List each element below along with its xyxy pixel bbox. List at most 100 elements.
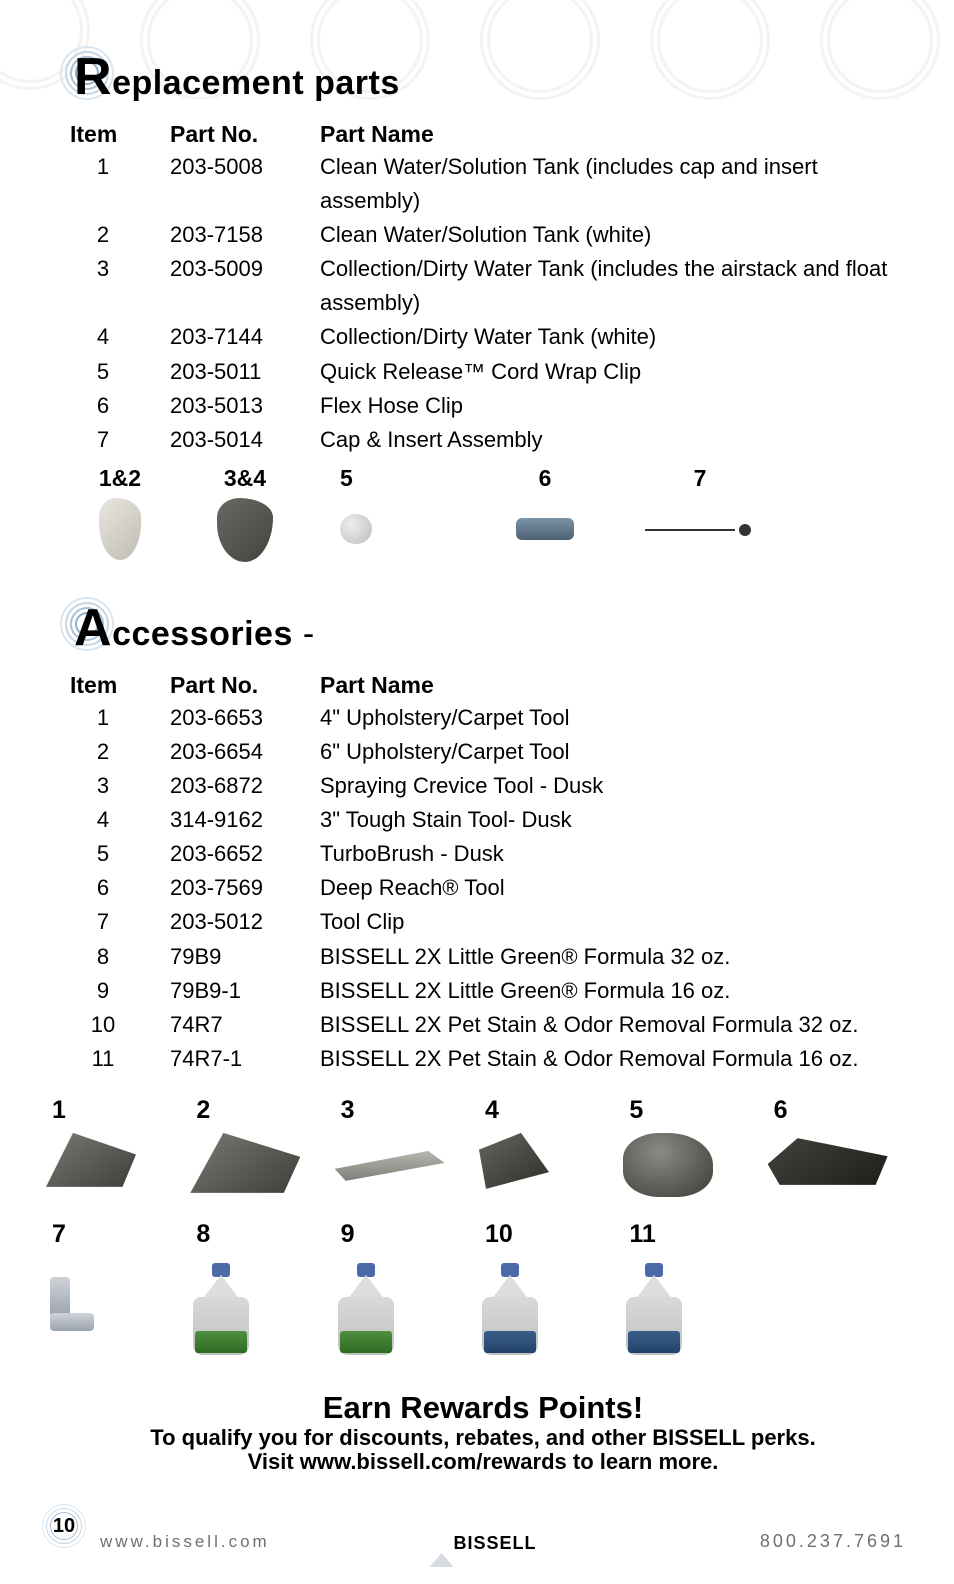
accessory-image-cell: 11 (617, 1216, 761, 1364)
accessory-image-cell: 3 (329, 1092, 473, 1190)
table-row: 4314-91623" Tough Stain Tool- Dusk (70, 803, 916, 837)
cell-item: 1 (70, 701, 170, 735)
bissell-logo: BISSELL (429, 1533, 536, 1554)
table-row: 1203-66534" Upholstery/Carpet Tool (70, 701, 916, 735)
accessory-image-cell-empty (762, 1216, 906, 1224)
cell-item: 3 (70, 252, 170, 320)
image-label: 11 (623, 1220, 755, 1249)
accessories-images: 1 2 3 4 5 6 7 8 9 10 11 (40, 1092, 906, 1364)
cell-partno: 203-5008 (170, 150, 320, 218)
rewards-line-3: Visit www.bissell.com/rewards to learn m… (60, 1450, 906, 1474)
cell-partname: Clean Water/Solution Tank (includes cap … (320, 150, 916, 218)
cell-partno: 203-5012 (170, 905, 320, 939)
replacement-parts-title: Replacement parts (110, 59, 436, 103)
title-suffix: - (293, 615, 315, 653)
cell-partno: 203-5009 (170, 252, 320, 320)
cell-item: 4 (70, 803, 170, 837)
rewards-line-2: To qualify you for discounts, rebates, a… (60, 1426, 906, 1450)
table-row: 3203-5009Collection/Dirty Water Tank (in… (70, 252, 916, 320)
footer-phone: 800.237.7691 (760, 1531, 906, 1552)
cap-insert-icon (645, 518, 755, 542)
image-label: 5 (340, 465, 470, 492)
cell-item: 10 (70, 1008, 170, 1042)
upholstery-tool-6-icon (190, 1133, 300, 1193)
cell-partno: 203-7569 (170, 871, 320, 905)
cell-partname: TurboBrush - Dusk (320, 837, 916, 871)
crevice-tool-icon (335, 1151, 445, 1181)
accessories-table: Item Part No. Part Name 1203-66534" Upho… (70, 672, 916, 1076)
cell-partno: 203-6653 (170, 701, 320, 735)
cell-item: 7 (70, 905, 170, 939)
cell-partname: Clean Water/Solution Tank (white) (320, 218, 916, 252)
cell-partno: 203-7144 (170, 320, 320, 354)
accessory-image-cell: 2 (184, 1092, 328, 1202)
cell-partname: Tool Clip (320, 905, 916, 939)
image-label: 2 (190, 1096, 322, 1125)
accessory-image-cell: 8 (184, 1216, 328, 1364)
accessory-image-cell: 5 (617, 1092, 761, 1206)
image-label: 3&4 (170, 465, 320, 492)
accessories-images-row-1: 1 2 3 4 5 6 (40, 1092, 906, 1206)
cell-item: 2 (70, 218, 170, 252)
page-footer: 10 www.bissell.com BISSELL 800.237.7691 (60, 1504, 906, 1554)
accessories-images-row-2: 7 8 9 10 11 (40, 1216, 906, 1364)
image-label: 10 (479, 1220, 611, 1249)
cell-item: 9 (70, 974, 170, 1008)
cell-item: 2 (70, 735, 170, 769)
cell-item: 1 (70, 150, 170, 218)
accessory-image-cell: 1 (40, 1092, 184, 1196)
stain-tool-icon (479, 1133, 549, 1189)
page-number-badge: 10 (42, 1504, 86, 1548)
cell-partname: Collection/Dirty Water Tank (white) (320, 320, 916, 354)
formula-bottle-green-32-icon (190, 1263, 252, 1355)
cell-partno: 74R7 (170, 1008, 320, 1042)
logo-text: BISSELL (453, 1533, 536, 1553)
cell-item: 6 (70, 389, 170, 423)
dirty-tank-icon (217, 498, 273, 562)
turbobrush-icon (623, 1133, 713, 1197)
accessories-title: Accessories - (110, 610, 351, 654)
cell-partname: BISSELL 2X Little Green® Formula 16 oz. (320, 974, 916, 1008)
part-image-cell: 5 (320, 465, 470, 567)
cell-partname: Collection/Dirty Water Tank (includes th… (320, 252, 916, 320)
title-rest: eplacement parts (112, 64, 400, 102)
image-label: 7 (620, 465, 780, 492)
accessory-image-cell: 10 (473, 1216, 617, 1364)
part-image-cell: 3&4 (170, 465, 320, 567)
part-image-cell: 6 (470, 465, 620, 567)
water-tank-icon (99, 498, 141, 560)
title-cap: A (74, 599, 112, 657)
accessory-image-cell: 6 (762, 1092, 906, 1194)
page-number: 10 (42, 1504, 86, 1548)
cell-partno: 203-5013 (170, 389, 320, 423)
table-row: 7203-5012Tool Clip (70, 905, 916, 939)
tool-clip-icon (46, 1277, 96, 1331)
cell-partname: Deep Reach® Tool (320, 871, 916, 905)
cell-partno: 203-5014 (170, 423, 320, 457)
replacement-parts-header: Replacement parts (60, 40, 906, 103)
cell-partname: BISSELL 2X Pet Stain & Odor Removal Form… (320, 1042, 916, 1076)
cell-item: 8 (70, 940, 170, 974)
cell-item: 5 (70, 355, 170, 389)
accessory-image-cell: 9 (329, 1216, 473, 1364)
cell-item: 3 (70, 769, 170, 803)
header-item: Item (70, 672, 170, 701)
part-image-cell: 7 (620, 465, 780, 567)
image-label: 1&2 (70, 465, 170, 492)
image-label: 5 (623, 1096, 755, 1125)
rewards-heading: Earn Rewards Points! (60, 1390, 906, 1426)
cell-partname: Spraying Crevice Tool - Dusk (320, 769, 916, 803)
footer-url: www.bissell.com (100, 1532, 270, 1552)
cell-item: 4 (70, 320, 170, 354)
header-partname: Part Name (320, 672, 916, 701)
upholstery-tool-4-icon (46, 1133, 136, 1187)
table-row: 6203-7569Deep Reach® Tool (70, 871, 916, 905)
image-label: 7 (46, 1220, 178, 1249)
table-row: 979B9-1BISSELL 2X Little Green® Formula … (70, 974, 916, 1008)
cell-partname: Cap & Insert Assembly (320, 423, 916, 457)
table-header-row: Item Part No. Part Name (70, 121, 916, 150)
cell-item: 7 (70, 423, 170, 457)
cell-partno: 203-6652 (170, 837, 320, 871)
table-row: 5203-6652TurboBrush - Dusk (70, 837, 916, 871)
table-row: 4203-7144Collection/Dirty Water Tank (wh… (70, 320, 916, 354)
